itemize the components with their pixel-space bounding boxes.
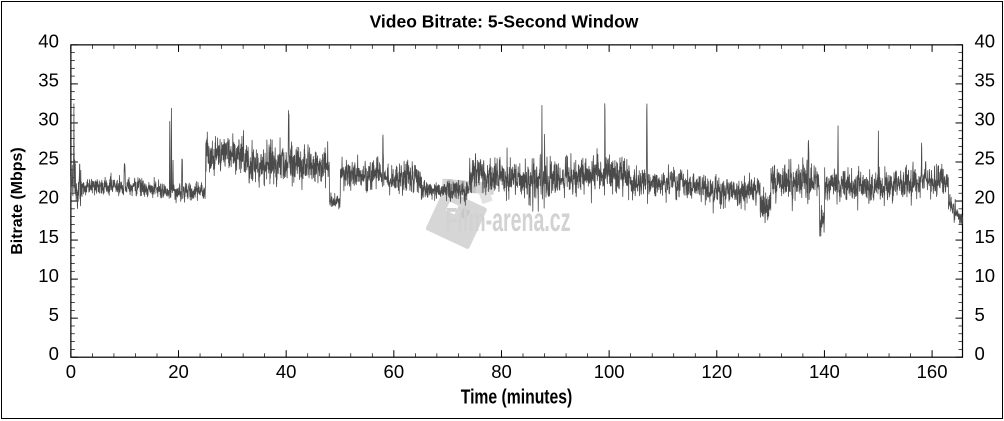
- svg-text:35: 35: [38, 70, 59, 91]
- svg-text:15: 15: [38, 226, 59, 247]
- svg-text:20: 20: [975, 187, 996, 208]
- svg-text:5: 5: [975, 304, 985, 325]
- svg-text:Bitrate (Mbps): Bitrate (Mbps): [9, 147, 26, 255]
- svg-text:120: 120: [701, 361, 732, 382]
- svg-text:10: 10: [975, 265, 996, 286]
- svg-text:80: 80: [491, 361, 512, 382]
- svg-text:Time (minutes): Time (minutes): [461, 387, 573, 409]
- svg-text:25: 25: [38, 148, 59, 169]
- svg-text:Video Bitrate: 5-Second Window: Video Bitrate: 5-Second Window: [370, 12, 639, 32]
- svg-text:20: 20: [38, 187, 59, 208]
- svg-text:30: 30: [38, 109, 59, 130]
- svg-text:0: 0: [66, 361, 76, 382]
- svg-text:35: 35: [975, 70, 996, 91]
- svg-text:15: 15: [975, 226, 996, 247]
- svg-text:5: 5: [49, 304, 59, 325]
- svg-text:60: 60: [384, 361, 405, 382]
- svg-text:100: 100: [594, 361, 625, 382]
- svg-text:40: 40: [276, 361, 297, 382]
- svg-text:10: 10: [38, 265, 59, 286]
- svg-text:140: 140: [809, 361, 840, 382]
- svg-text:0: 0: [975, 343, 985, 364]
- svg-text:160: 160: [917, 361, 948, 382]
- svg-text:Film-arena.cz: Film-arena.cz: [445, 201, 570, 238]
- svg-text:30: 30: [975, 109, 996, 130]
- svg-text:20: 20: [168, 361, 189, 382]
- svg-text:40: 40: [38, 31, 59, 52]
- svg-text:0: 0: [49, 343, 59, 364]
- svg-text:25: 25: [975, 148, 996, 169]
- svg-text:40: 40: [975, 31, 996, 52]
